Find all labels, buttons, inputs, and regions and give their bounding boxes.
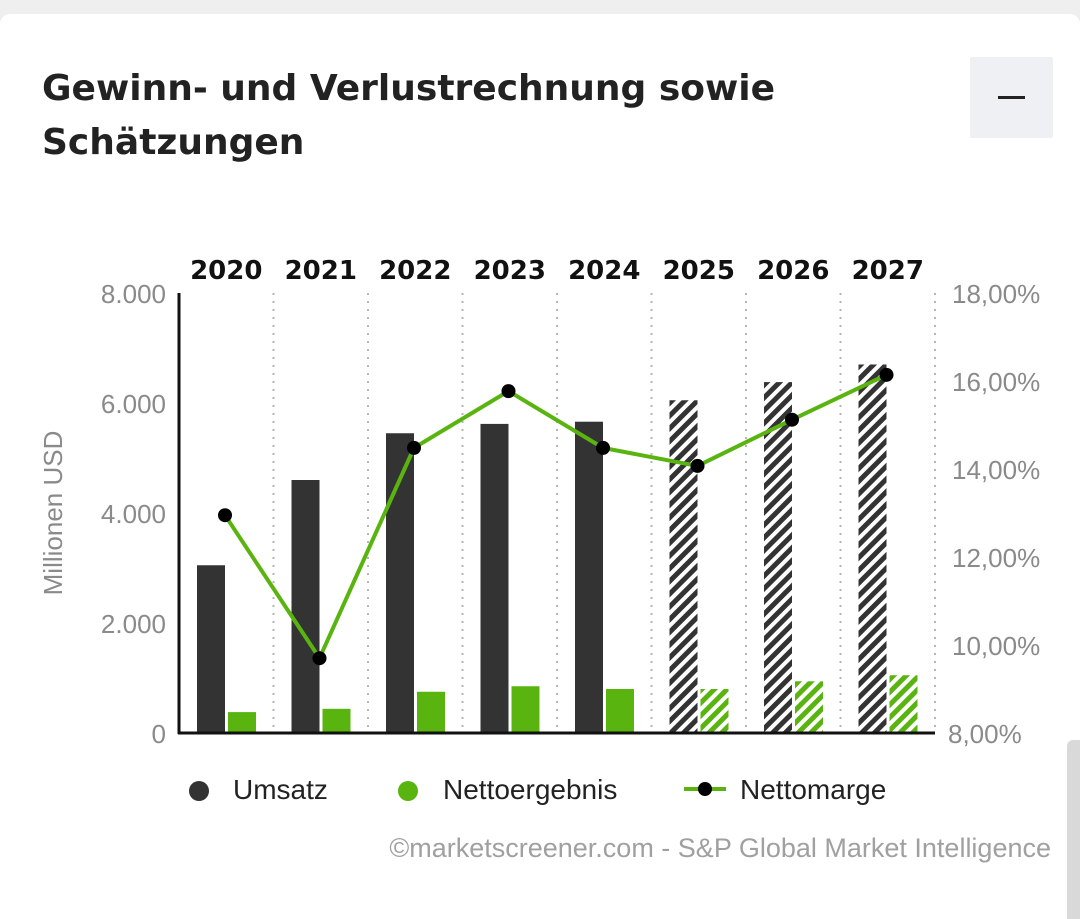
umsatz-bar	[575, 421, 603, 733]
year-label: 2027	[852, 256, 924, 286]
y-tick-label: 6.000	[101, 389, 166, 419]
nettoergebnis-bar	[795, 681, 823, 733]
year-label: 2026	[757, 256, 829, 286]
collapse-button[interactable]	[970, 57, 1053, 138]
year-label: 2022	[379, 256, 451, 286]
y2-tick-label: 10,00%	[952, 631, 1040, 661]
nettoergebnis-bar	[606, 689, 634, 733]
legend-nettoergebnis-label: Nettoergebnis	[443, 774, 617, 805]
nettomarge-point	[312, 651, 327, 666]
year-label: 2025	[663, 256, 735, 286]
legend-umsatz-marker	[189, 781, 209, 801]
y-axis-title: Millionen USD	[38, 431, 68, 596]
nettomarge-point	[407, 440, 421, 455]
nettomarge-point	[501, 384, 516, 399]
year-label: 2024	[568, 256, 640, 286]
umsatz-bar	[197, 565, 225, 733]
y2-tick-label: 12,00%	[952, 543, 1040, 573]
nettoergebnis-bar	[417, 691, 445, 733]
scrollbar[interactable]	[1067, 740, 1080, 919]
nettoergebnis-bar	[322, 708, 351, 733]
year-label: 2021	[285, 256, 357, 286]
nettoergebnis-bar	[700, 689, 729, 733]
y-tick-label: 8.000	[101, 279, 166, 309]
umsatz-bar	[669, 400, 698, 733]
year-label: 2020	[190, 256, 262, 286]
umsatz-bar	[858, 364, 887, 733]
y2-tick-label: 8,00%	[948, 719, 1022, 749]
nettomarge-point	[690, 458, 705, 473]
legend-nettoergebnis-marker	[398, 781, 418, 801]
legend-umsatz-label: Umsatz	[233, 774, 328, 805]
nettomarge-point	[596, 440, 610, 455]
y-tick-label: 0	[152, 719, 166, 749]
year-label: 2023	[474, 256, 546, 286]
nettoergebnis-bar	[511, 686, 540, 733]
y-tick-label: 4.000	[101, 499, 166, 529]
nettomarge-point	[218, 508, 232, 523]
umsatz-bar	[291, 480, 320, 733]
nettoergebnis-bar	[889, 675, 918, 733]
nettomarge-line	[223, 373, 888, 661]
y2-tick-label: 14,00%	[952, 455, 1040, 485]
y-tick-label: 2.000	[101, 609, 166, 639]
umsatz-bar	[480, 423, 509, 733]
nettomarge-point	[879, 367, 894, 382]
minus-icon	[998, 96, 1025, 99]
y2-tick-label: 16,00%	[952, 367, 1040, 397]
source-credit: ©marketscreener.com - S&P Global Market …	[389, 833, 1051, 863]
nettomarge-point	[785, 412, 799, 427]
card-title: Gewinn- und Verlustrechnung sowie Schätz…	[42, 68, 776, 163]
legend-nettomarge-label: Nettomarge	[740, 774, 886, 805]
nettoergebnis-bar	[228, 712, 256, 733]
umsatz-bar	[764, 382, 792, 733]
legend-nettomarge-marker	[698, 782, 712, 796]
y2-tick-label: 18,00%	[952, 279, 1040, 309]
